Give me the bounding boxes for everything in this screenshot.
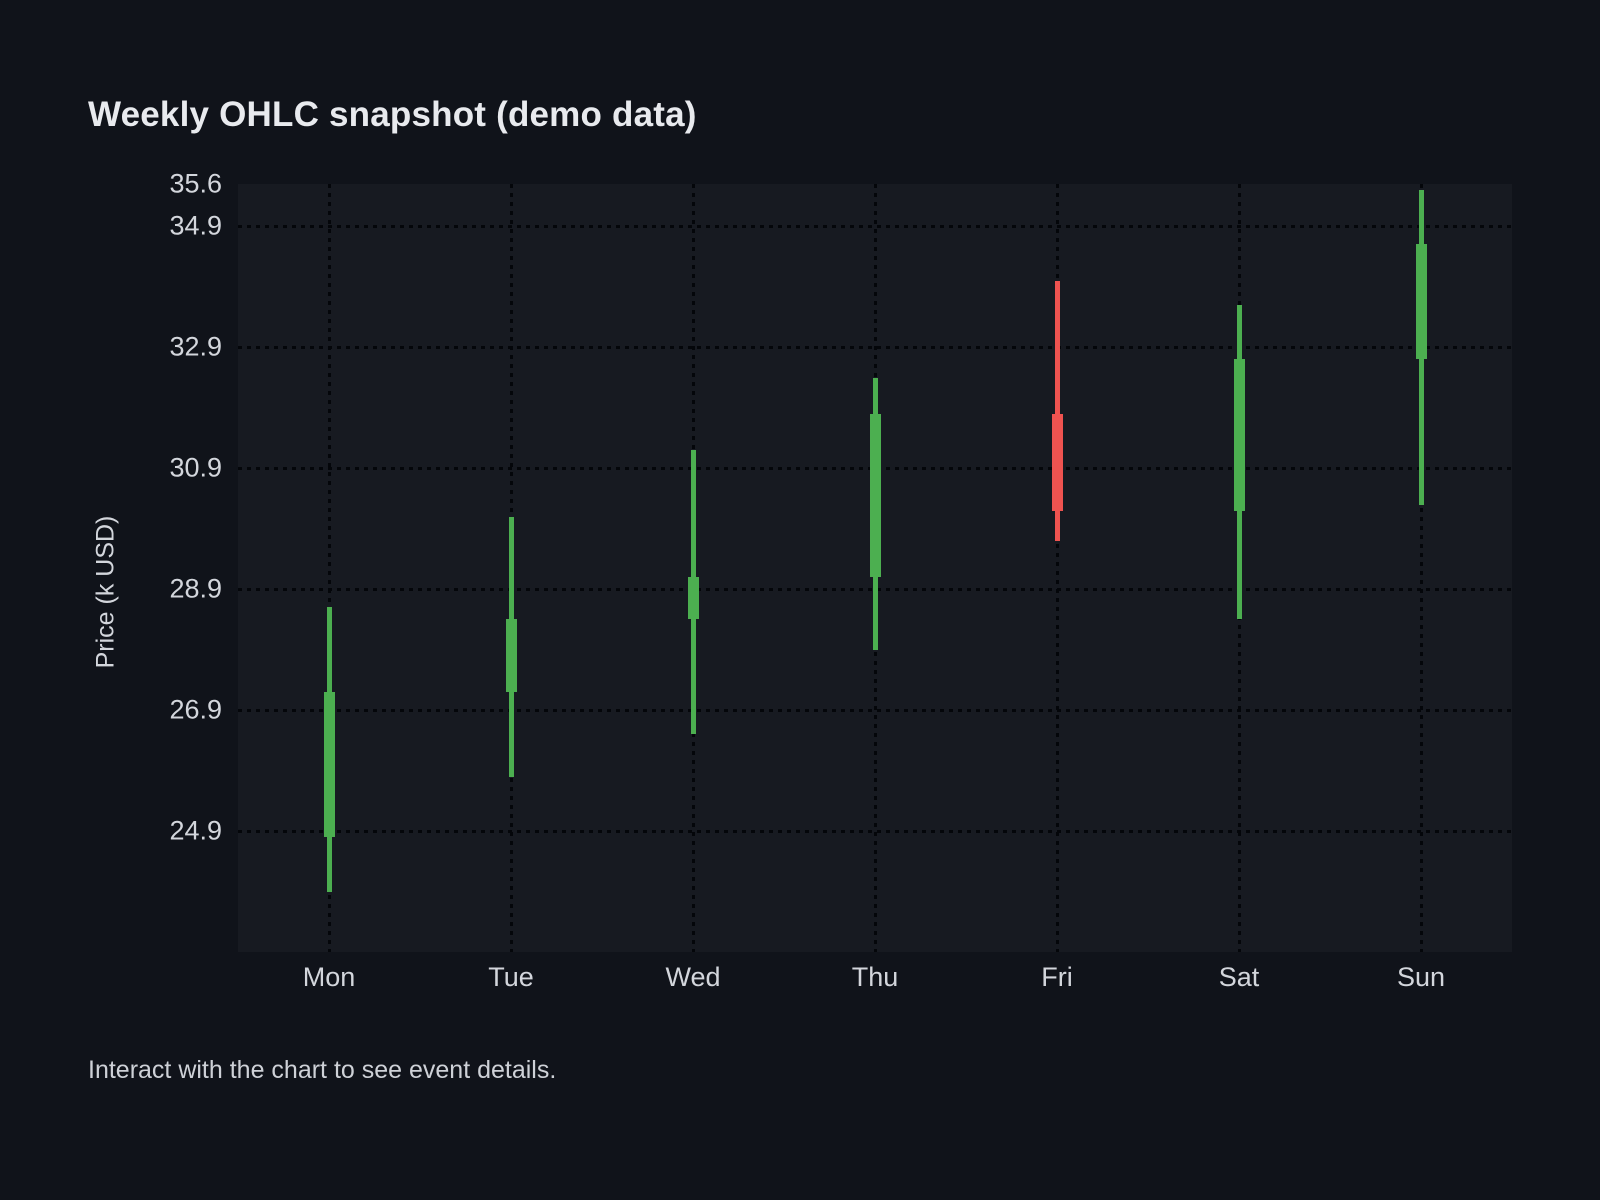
x-tick-label: Sun	[1396, 962, 1446, 992]
candle-thu-body[interactable]	[869, 413, 881, 578]
y-tick-label: 34.9	[169, 210, 222, 241]
x-tick-label: Mon	[302, 962, 356, 992]
candle-wed-body[interactable]	[687, 577, 699, 620]
v-gridline	[1419, 184, 1423, 952]
chart-hint: Interact with the chart to see event det…	[88, 1056, 557, 1084]
candle-fri-body[interactable]	[1051, 413, 1063, 511]
x-tick-label: Fri	[1041, 962, 1073, 992]
candle-tue-body[interactable]	[505, 619, 517, 692]
x-tick-label: Wed	[665, 962, 721, 992]
candle-sun-body[interactable]	[1415, 244, 1427, 360]
y-tick-label: 28.9	[169, 573, 222, 604]
chart-title: Weekly OHLC snapshot (demo data)	[88, 95, 697, 134]
candle-sat-body[interactable]	[1233, 359, 1245, 511]
y-tick-label: 35.6	[169, 168, 222, 199]
x-tick-label: Tue	[488, 962, 534, 992]
y-tick-label: 26.9	[169, 694, 222, 725]
candle-fri-wick[interactable]	[1054, 280, 1060, 541]
v-gridline	[1055, 184, 1059, 952]
x-axis-tick-labels: Mon Tue Wed Thu Fri Sat Sun	[238, 952, 1512, 1012]
candle-mon-body[interactable]	[323, 691, 335, 838]
y-tick-label: 32.9	[169, 331, 222, 362]
y-axis-tick-labels: 35.6 34.9 32.9 30.9 28.9 26.9 24.9	[0, 169, 222, 952]
x-tick-label: Thu	[851, 962, 899, 992]
ohlc-chart[interactable]	[238, 184, 1512, 952]
y-tick-label: 30.9	[169, 452, 222, 483]
y-tick-label: 24.9	[169, 815, 222, 846]
v-gridline	[327, 184, 331, 952]
x-tick-label: Sat	[1218, 962, 1260, 992]
